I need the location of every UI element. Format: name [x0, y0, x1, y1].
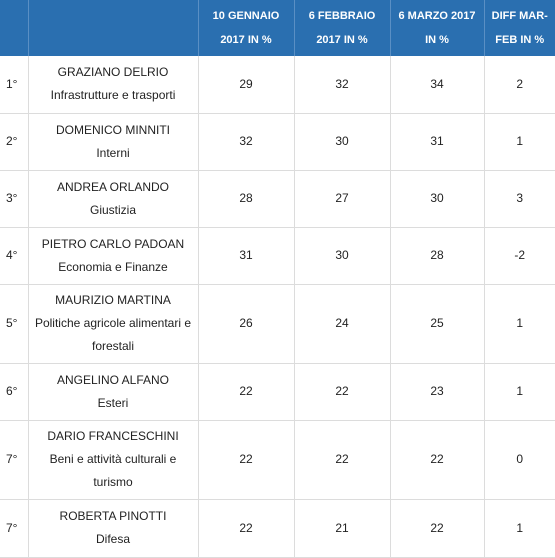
january-value: 22 [198, 499, 295, 558]
table-row: 3° ANDREA ORLANDO Giustizia 28 27 30 3 [0, 170, 555, 228]
table-row: 4° PIETRO CARLO PADOAN Economia e Finanze… [0, 227, 555, 285]
diff-value: 2 [484, 56, 555, 114]
minister-cell: MAURIZIO MARTINA Politiche agricole alime… [28, 284, 199, 364]
february-value: 32 [294, 56, 391, 114]
minister-name: ANGELINO ALFANO [56, 372, 170, 387]
minister-name: MAURIZIO MARTINA [55, 293, 171, 307]
ministry-name: Politiche agricole alimentari e forestal… [34, 316, 192, 353]
table-row: 1° GRAZIANO DELRIO Infrastrutture e trasp… [0, 56, 555, 114]
march-value: 28 [390, 227, 485, 285]
january-value: 22 [198, 420, 295, 500]
diff-value: 0 [484, 420, 555, 500]
ministry-name: Economia e Finanze [58, 259, 168, 274]
table-row: 7° DARIO FRANCESCHINI Beni e attività cul… [0, 420, 555, 500]
header-diff: DIFF MAR-FEB IN % [484, 0, 555, 56]
march-value: 30 [390, 170, 485, 228]
february-value: 27 [294, 170, 391, 228]
header-rank [0, 0, 29, 56]
minister-cell: ROBERTA PINOTTI Difesa [28, 499, 199, 558]
ministry-name: Interni [96, 145, 130, 160]
diff-value: 1 [484, 113, 555, 171]
ministry-name: Esteri [97, 395, 129, 410]
rank-cell: 2° [0, 113, 29, 171]
minister-cell: ANDREA ORLANDO Giustizia [28, 170, 199, 228]
rank-cell: 4° [0, 227, 29, 285]
minister-cell: GRAZIANO DELRIO Infrastrutture e trasport… [28, 56, 199, 114]
minister-cell: DOMENICO MINNITI Interni [28, 113, 199, 171]
rank-cell: 7° [0, 499, 29, 558]
march-value: 25 [390, 284, 485, 364]
header-march: 6 MARZO 2017 IN % [390, 0, 485, 56]
january-value: 29 [198, 56, 295, 114]
table-row: 7° ROBERTA PINOTTI Difesa 22 21 22 1 [0, 499, 555, 558]
minister-name: GRAZIANO DELRIO [57, 65, 169, 80]
ministry-name: Giustizia [89, 202, 136, 217]
january-value: 22 [198, 363, 295, 421]
table-header: 10 GENNAIO 2017 IN % 6 FEBBRAIO 2017 IN … [0, 0, 555, 56]
table-row: 6° ANGELINO ALFANO Esteri 22 22 23 1 [0, 363, 555, 421]
header-february: 6 FEBBRAIO 2017 IN % [294, 0, 391, 56]
march-value: 31 [390, 113, 485, 171]
diff-value: 1 [484, 284, 555, 364]
january-value: 32 [198, 113, 295, 171]
header-january: 10 GENNAIO 2017 IN % [198, 0, 295, 56]
table-row: 2° DOMENICO MINNITI Interni 32 30 31 1 [0, 113, 555, 171]
table-body: 1° GRAZIANO DELRIO Infrastrutture e trasp… [0, 56, 555, 558]
minister-name: DOMENICO MINNITI [56, 122, 170, 137]
january-value: 26 [198, 284, 295, 364]
minister-cell: PIETRO CARLO PADOAN Economia e Finanze [28, 227, 199, 285]
rank-cell: 3° [0, 170, 29, 228]
diff-value: -2 [484, 227, 555, 285]
diff-value: 1 [484, 363, 555, 421]
march-value: 22 [390, 420, 485, 500]
minister-name: ANDREA ORLANDO [56, 179, 170, 194]
february-value: 22 [294, 363, 391, 421]
march-value: 22 [390, 499, 485, 558]
header-name [28, 0, 199, 56]
rank-cell: 7° [0, 420, 29, 500]
rank-cell: 1° [0, 56, 29, 114]
march-value: 23 [390, 363, 485, 421]
diff-value: 1 [484, 499, 555, 558]
minister-cell: ANGELINO ALFANO Esteri [28, 363, 199, 421]
january-value: 28 [198, 170, 295, 228]
february-value: 30 [294, 227, 391, 285]
ministry-name: Difesa [95, 532, 130, 546]
diff-value: 3 [484, 170, 555, 228]
rank-cell: 6° [0, 363, 29, 421]
header-row: 10 GENNAIO 2017 IN % 6 FEBBRAIO 2017 IN … [0, 0, 555, 56]
minister-cell: DARIO FRANCESCHINI Beni e attività cultur… [28, 420, 199, 500]
rank-cell: 5° [0, 284, 29, 364]
february-value: 30 [294, 113, 391, 171]
ministry-name: Infrastrutture e trasporti [50, 88, 176, 103]
minister-name: PIETRO CARLO PADOAN [41, 236, 185, 251]
february-value: 21 [294, 499, 391, 558]
february-value: 22 [294, 420, 391, 500]
march-value: 34 [390, 56, 485, 114]
february-value: 24 [294, 284, 391, 364]
january-value: 31 [198, 227, 295, 285]
ministry-name: Beni e attività culturali e turismo [49, 452, 177, 489]
minister-name: ROBERTA PINOTTI [59, 509, 167, 523]
table-row: 5° MAURIZIO MARTINA Politiche agricole al… [0, 284, 555, 364]
minister-name: DARIO FRANCESCHINI [47, 429, 179, 443]
